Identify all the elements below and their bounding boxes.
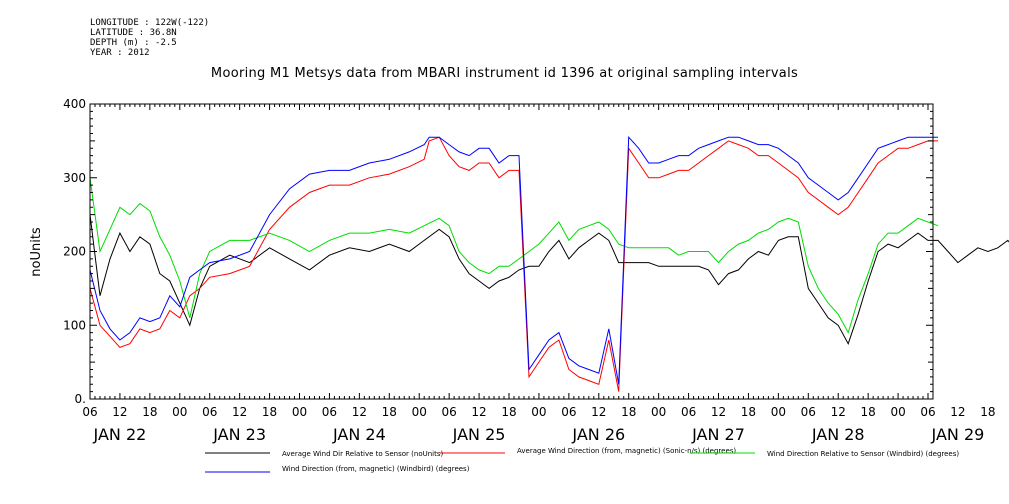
x-hour-label: 00	[531, 405, 546, 419]
legend-label-3: Wind Direction (from, magnetic) (Windbir…	[282, 465, 470, 473]
series-line-0	[89, 214, 1009, 345]
x-hour-label: 12	[831, 405, 846, 419]
x-hour-label: 12	[112, 405, 127, 419]
x-hour-label: 18	[142, 405, 157, 419]
x-hour-label: 00	[172, 405, 187, 419]
x-hour-label: 00	[890, 405, 905, 419]
series-line-3	[89, 135, 938, 385]
legend-label-0: Average Wind Dir Relative to Sensor (noU…	[282, 450, 443, 458]
x-hour-label: 06	[82, 405, 97, 419]
x-hour-label: 18	[501, 405, 516, 419]
x-day-label: JAN 28	[811, 425, 865, 444]
x-day-label: JAN 23	[212, 425, 266, 444]
x-hour-label: 06	[322, 405, 337, 419]
series-line-2	[89, 177, 939, 334]
legend: Average Wind Dir Relative to Sensor (noU…	[205, 447, 959, 473]
x-hour-label: 00	[771, 405, 786, 419]
y-tick-label: 100	[63, 318, 86, 332]
y-tick-label: 300	[63, 171, 86, 185]
x-hour-label: 12	[711, 405, 726, 419]
x-hour-label: 06	[202, 405, 217, 419]
legend-label-2: Wind Direction Relative to Sensor (Windb…	[767, 450, 959, 458]
series-line-1	[89, 136, 938, 392]
x-hour-label: 18	[861, 405, 876, 419]
y-axis-ticks: 0. 100 200 300 400	[63, 97, 933, 406]
x-hour-label: 12	[591, 405, 606, 419]
x-hour-label: 00	[292, 405, 307, 419]
y-tick-label: 400	[63, 97, 86, 111]
y-tick-label: 200	[63, 245, 86, 259]
plot-series	[89, 135, 1009, 392]
x-hour-label: 18	[980, 405, 995, 419]
x-hour-label: 06	[442, 405, 457, 419]
x-hour-label: 18	[621, 405, 636, 419]
x-hour-label: 12	[950, 405, 965, 419]
x-hour-label: 18	[262, 405, 277, 419]
year-label: YEAR : 2012	[90, 48, 150, 58]
y-axis-title: noUnits	[29, 227, 44, 277]
y-tick-label: 0.	[75, 392, 86, 406]
x-hour-label: 00	[412, 405, 427, 419]
x-hour-label: 06	[920, 405, 935, 419]
metadata-block: LONGITUDE : 122W(-122) LATITUDE : 36.8N …	[90, 18, 209, 58]
x-day-label: JAN 22	[93, 425, 147, 444]
x-day-label: JAN 25	[452, 425, 506, 444]
x-day-label: JAN 24	[332, 425, 386, 444]
x-hour-label: 12	[232, 405, 247, 419]
x-day-label: JAN 26	[571, 425, 625, 444]
x-hour-label: 18	[382, 405, 397, 419]
plot-frame	[89, 103, 934, 400]
x-hour-label: 06	[681, 405, 696, 419]
x-day-label: JAN 29	[931, 425, 985, 444]
x-hour-label: 18	[741, 405, 756, 419]
x-hour-label: 12	[352, 405, 367, 419]
x-axis-ticks: 06 12 18 00 06 12 18 00 06 12 18 00 06 12 18 00 06 12 18 00…	[82, 104, 996, 444]
x-day-label: JAN 27	[691, 425, 745, 444]
depth-label: DEPTH (m) : -2.5	[90, 38, 177, 48]
x-hour-label: 06	[801, 405, 816, 419]
longitude-label: LONGITUDE : 122W(-122)	[90, 18, 210, 28]
x-hour-label: 00	[651, 405, 666, 419]
legend-label-1: Average Wind Direction (from, magnetic) …	[517, 447, 736, 455]
x-hour-label: 12	[471, 405, 486, 419]
latitude-label: LATITUDE : 36.8N	[90, 28, 177, 38]
chart-title: Mooring M1 Metsys data from MBARI instru…	[210, 66, 799, 81]
x-hour-label: 06	[561, 405, 576, 419]
